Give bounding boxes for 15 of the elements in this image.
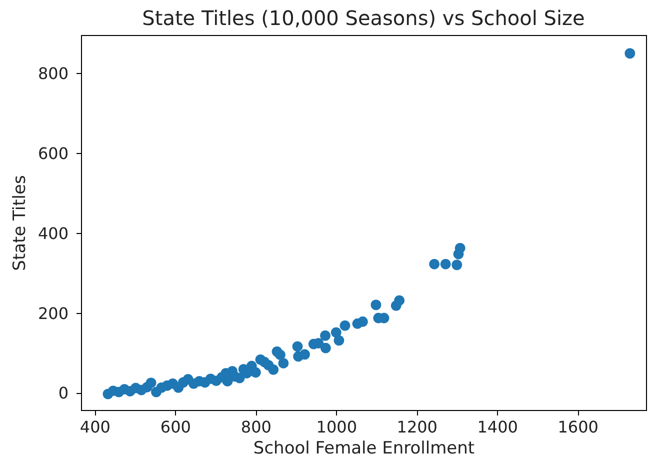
chart-title: State Titles (10,000 Seasons) vs School Size xyxy=(142,6,585,30)
x-tick-label: 1000 xyxy=(316,418,357,436)
y-tick-label: 400 xyxy=(38,224,68,243)
x-tick-label: 1200 xyxy=(396,418,438,436)
x-axis-title: School Female Enrollment xyxy=(253,438,475,458)
x-tick-label: 1400 xyxy=(477,418,518,436)
y-tick-label: 800 xyxy=(38,64,68,83)
x-tick-label: 400 xyxy=(80,418,110,436)
x-tick-label: 800 xyxy=(240,418,272,436)
y-tick-label: 0 xyxy=(58,384,68,403)
y-axis-title: State Titles xyxy=(10,175,30,271)
y-tick-label: 600 xyxy=(38,144,68,163)
x-tick-label: 1600 xyxy=(558,418,598,436)
x-tick-label: 600 xyxy=(160,418,191,436)
y-tick-label: 200 xyxy=(38,304,68,323)
